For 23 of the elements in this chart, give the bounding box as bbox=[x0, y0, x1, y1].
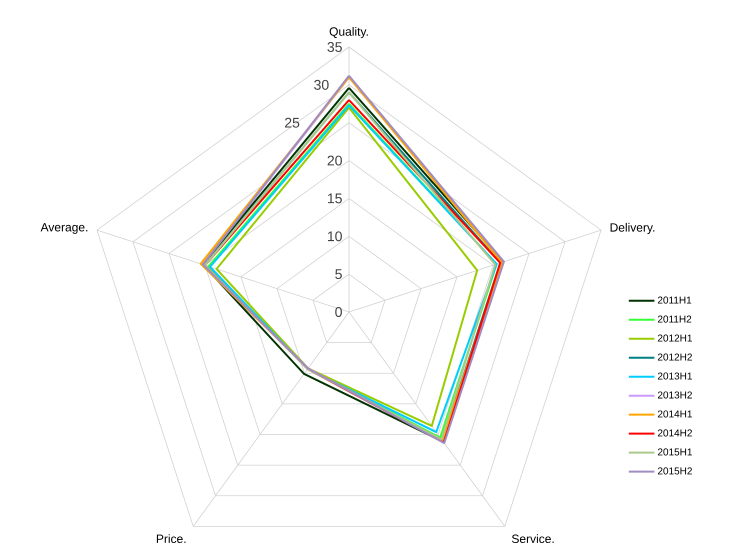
legend-label: 2012H2 bbox=[658, 353, 692, 360]
y-tick-label: 15 bbox=[328, 193, 342, 204]
y-tick-label: 10 bbox=[328, 231, 342, 242]
y-tick-label: 25 bbox=[285, 118, 300, 128]
legend-label: 2014H1 bbox=[658, 410, 692, 418]
y-tick-label: 0 bbox=[335, 306, 342, 317]
legend-label: 2011H1 bbox=[658, 296, 692, 304]
spoke-label: Average. bbox=[40, 222, 88, 234]
y-tick-label: 20 bbox=[328, 155, 342, 166]
legend-label: 2012H1 bbox=[658, 334, 692, 342]
y-tick-label: 30 bbox=[314, 80, 329, 90]
spoke-label: Quality. bbox=[330, 26, 368, 38]
legend-label: 2015H1 bbox=[658, 448, 692, 456]
y-tick-label: 35 bbox=[327, 42, 342, 52]
spoke-label: Delivery. bbox=[610, 222, 654, 234]
y-tick-label: 5 bbox=[335, 269, 342, 279]
spoke-label: Service. bbox=[512, 534, 554, 543]
legend-label: 2015H2 bbox=[658, 467, 692, 474]
legend-label: 2014H2 bbox=[658, 429, 692, 436]
spoke-label: Price. bbox=[156, 534, 186, 543]
legend-label: 2013H2 bbox=[658, 391, 692, 398]
legend-label: 2013H1 bbox=[658, 372, 692, 380]
legend-label: 2011H2 bbox=[658, 315, 692, 322]
